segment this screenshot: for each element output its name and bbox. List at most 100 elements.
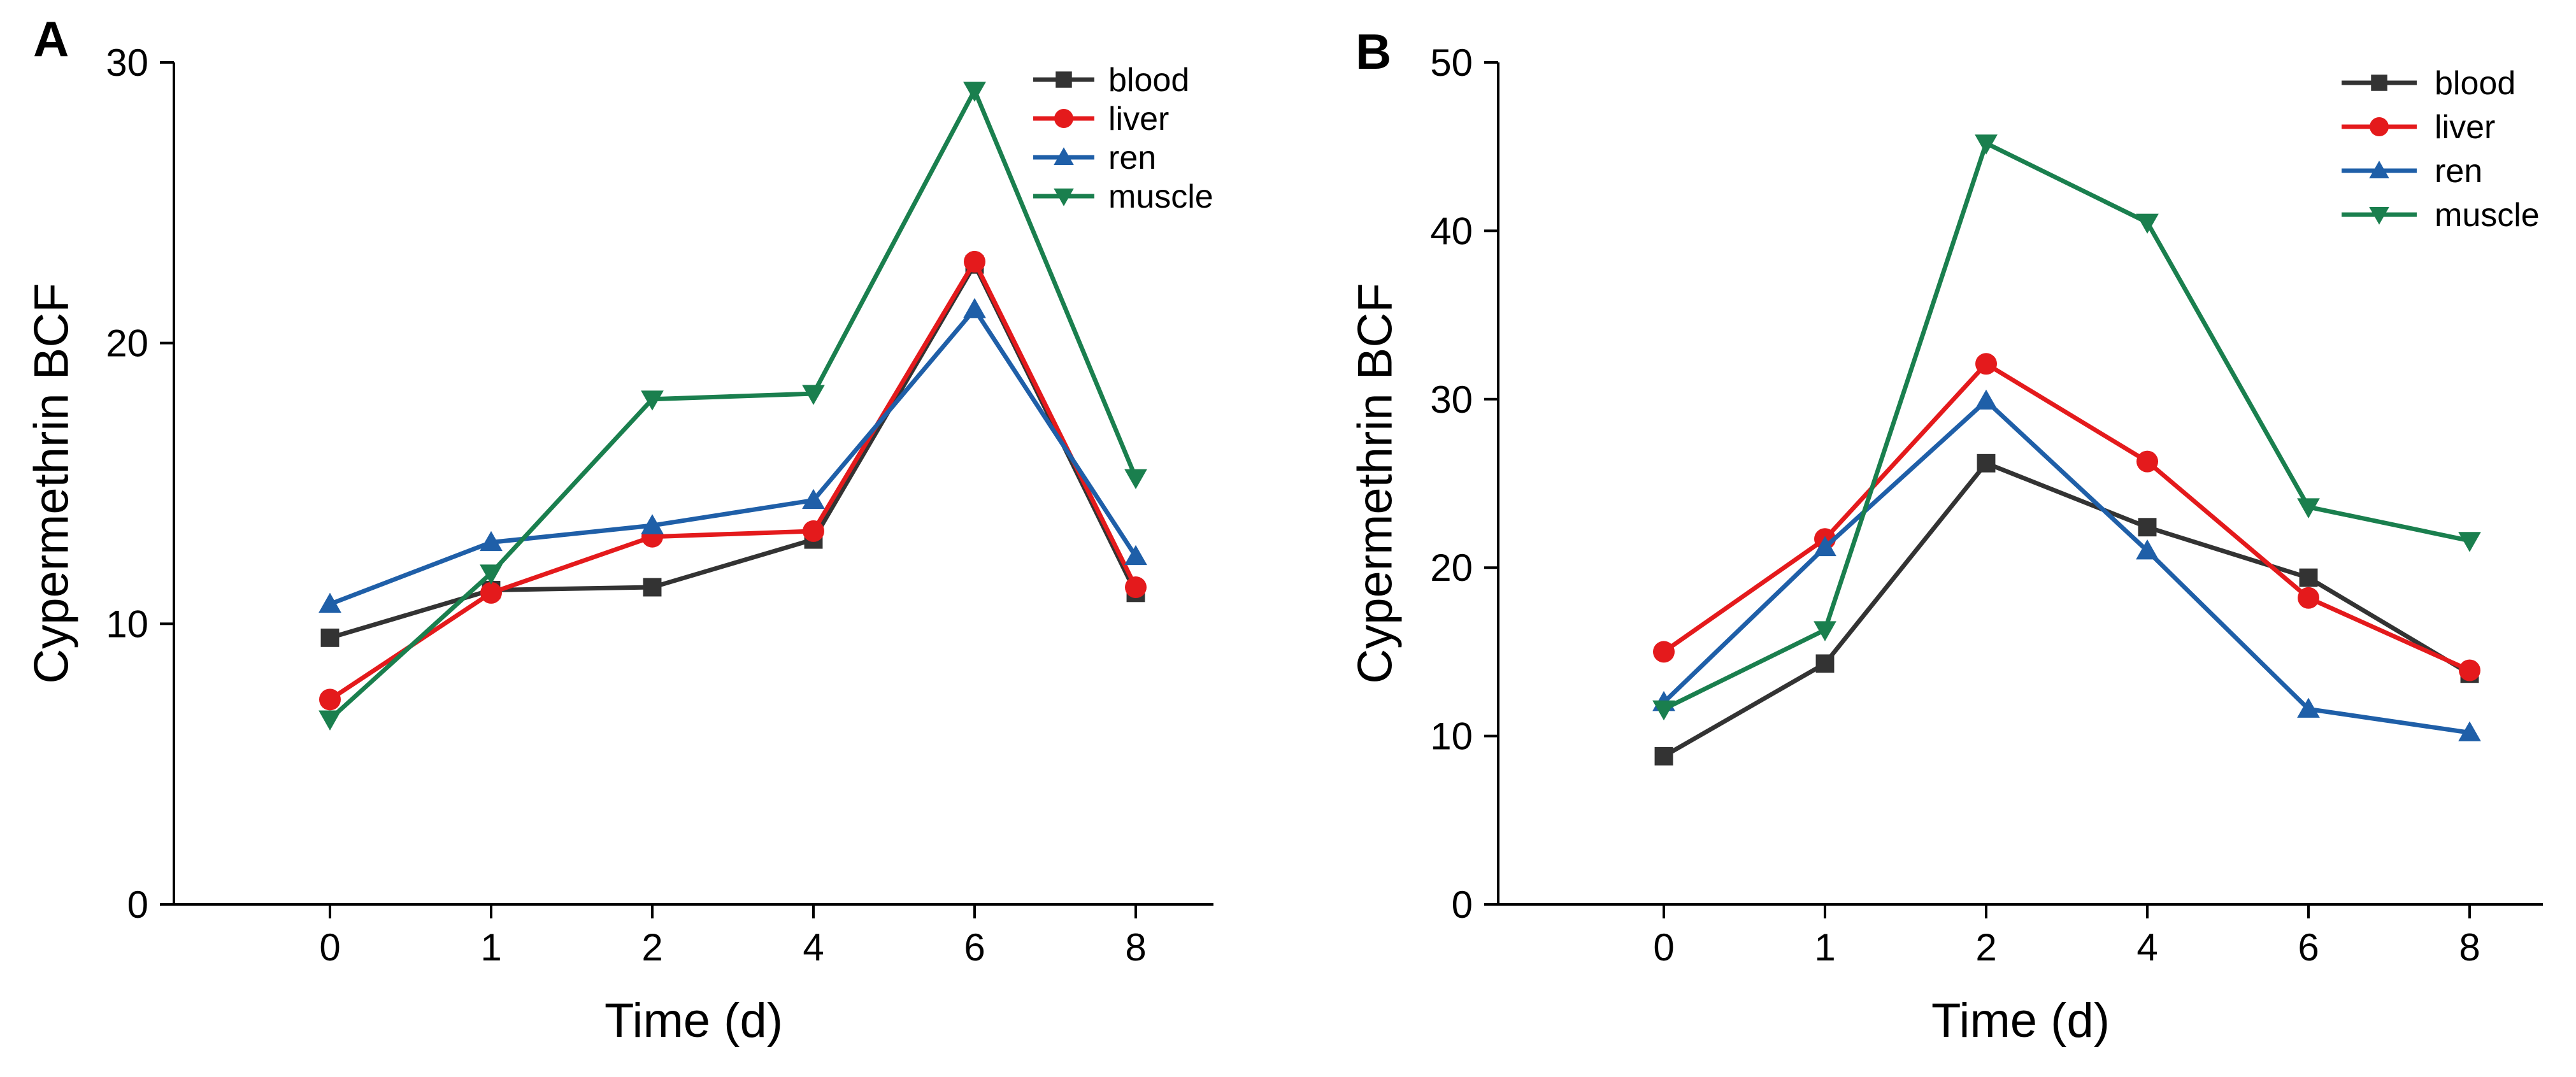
data-point-ren (2458, 721, 2481, 741)
data-point-ren (2297, 697, 2320, 718)
panel-label: A (33, 11, 69, 67)
series-blood (1654, 453, 2479, 766)
y-tick-label: 20 (106, 322, 148, 365)
data-point-blood (643, 578, 662, 597)
data-point-liver (1653, 641, 1675, 663)
series-line-liver (1662, 361, 2471, 673)
legend-item-ren: ren (2342, 153, 2482, 190)
data-point-blood (320, 628, 340, 647)
y-tick-label: 0 (1452, 883, 1473, 926)
series-muscle (318, 82, 1147, 731)
data-point-ren (1975, 389, 1998, 410)
data-point-liver (1975, 353, 1997, 375)
data-point-muscle (2136, 213, 2159, 234)
data-point-ren (963, 297, 986, 318)
x-tick-label: 0 (319, 926, 340, 969)
legend-marker (2369, 160, 2389, 178)
legend-item-muscle: muscle (2342, 197, 2540, 234)
data-point-liver (319, 688, 341, 711)
legend-item-blood: blood (1033, 62, 1189, 99)
legend-label: muscle (2435, 197, 2540, 234)
data-point-muscle (318, 710, 341, 731)
data-point-blood (2299, 568, 2318, 587)
series-line-ren (329, 307, 1138, 606)
series-ren (318, 297, 1147, 613)
y-tick-label: 40 (1430, 210, 1473, 252)
data-point-muscle (802, 385, 825, 405)
legend-label: liver (1108, 101, 1169, 138)
x-axis-title: Time (d) (1931, 994, 2110, 1048)
series-line-muscle (1663, 141, 2470, 711)
y-tick-label: 30 (106, 41, 148, 84)
legend-item-ren: ren (1033, 139, 1156, 176)
y-tick-label: 20 (1430, 546, 1473, 589)
x-tick-label: 1 (480, 926, 501, 969)
data-point-muscle (963, 82, 986, 102)
panel-label: B (1356, 24, 1391, 80)
data-point-blood (1654, 746, 1673, 766)
x-tick-label: 6 (2298, 926, 2319, 969)
data-point-ren (802, 489, 825, 510)
legend-item-muscle: muscle (1033, 178, 1213, 215)
data-point-ren (480, 531, 503, 552)
y-tick-label: 10 (1430, 715, 1473, 758)
data-point-muscle (641, 390, 664, 411)
chart-panel-a: A 0 10 20 30 0 1 2 4 6 8 Time (d) Cypermethrin BCF bl… (25, 11, 1213, 1048)
legend-marker (1054, 109, 1073, 128)
x-tick-label: 6 (964, 926, 985, 969)
legend-label: blood (2435, 65, 2515, 102)
data-point-ren (1124, 545, 1147, 566)
x-tick-label: 2 (641, 926, 662, 969)
legend-label: liver (2435, 109, 2495, 146)
x-tick-label: 4 (2136, 926, 2157, 969)
data-point-ren (641, 514, 664, 534)
data-point-muscle (2297, 498, 2320, 518)
series-liver (319, 250, 1147, 711)
x-tick-label: 0 (1653, 926, 1674, 969)
x-tick-label: 8 (1125, 926, 1146, 969)
data-point-liver (964, 250, 985, 273)
y-axis-title: Cypermethrin BCF (1349, 283, 1403, 683)
series-liver (1653, 353, 2480, 681)
series-line-ren (1662, 398, 2470, 735)
series-blood (320, 255, 1145, 647)
x-tick-label: 8 (2459, 926, 2480, 969)
data-point-liver (1125, 576, 1147, 599)
legend-marker (2371, 75, 2387, 91)
x-tick-label: 4 (803, 926, 824, 969)
y-tick-label: 10 (106, 603, 148, 645)
data-point-muscle (1975, 134, 1998, 155)
data-point-liver (2298, 587, 2319, 609)
legend-label: ren (2435, 153, 2482, 190)
y-tick-label: 0 (127, 883, 148, 926)
y-axis-title: Cypermethrin BCF (25, 283, 79, 683)
x-axis-title: Time (d) (605, 994, 783, 1048)
data-point-muscle (1124, 469, 1147, 490)
chart-panel-b: B 0 10 20 30 40 50 0 1 2 4 6 8 Time (d) Cypermethrin B… (1349, 24, 2543, 1048)
data-point-muscle (480, 564, 503, 585)
data-point-blood (1977, 453, 1996, 473)
legend-marker (2370, 117, 2389, 136)
series-ren (1652, 389, 2481, 741)
series-muscle (1652, 134, 2481, 721)
data-point-ren (1814, 536, 1836, 557)
legend-label: muscle (1108, 178, 1213, 215)
legend-label: ren (1108, 139, 1156, 176)
data-point-muscle (2458, 532, 2481, 552)
legend-marker (1054, 189, 1074, 206)
series-line-liver (329, 259, 1138, 702)
data-point-liver (2459, 659, 2480, 681)
data-point-ren (318, 592, 341, 613)
legend-marker (1054, 147, 1074, 165)
legend-marker (1055, 71, 1072, 88)
series-line-muscle (328, 88, 1138, 721)
series-line-blood (329, 262, 1138, 640)
data-point-ren (2136, 539, 2159, 560)
data-point-liver (480, 581, 502, 604)
data-point-muscle (1814, 621, 1836, 641)
data-point-liver (803, 520, 824, 542)
x-tick-label: 1 (1814, 926, 1835, 969)
y-tick-label: 30 (1430, 378, 1473, 421)
legend-item-blood: blood (2342, 65, 2515, 102)
